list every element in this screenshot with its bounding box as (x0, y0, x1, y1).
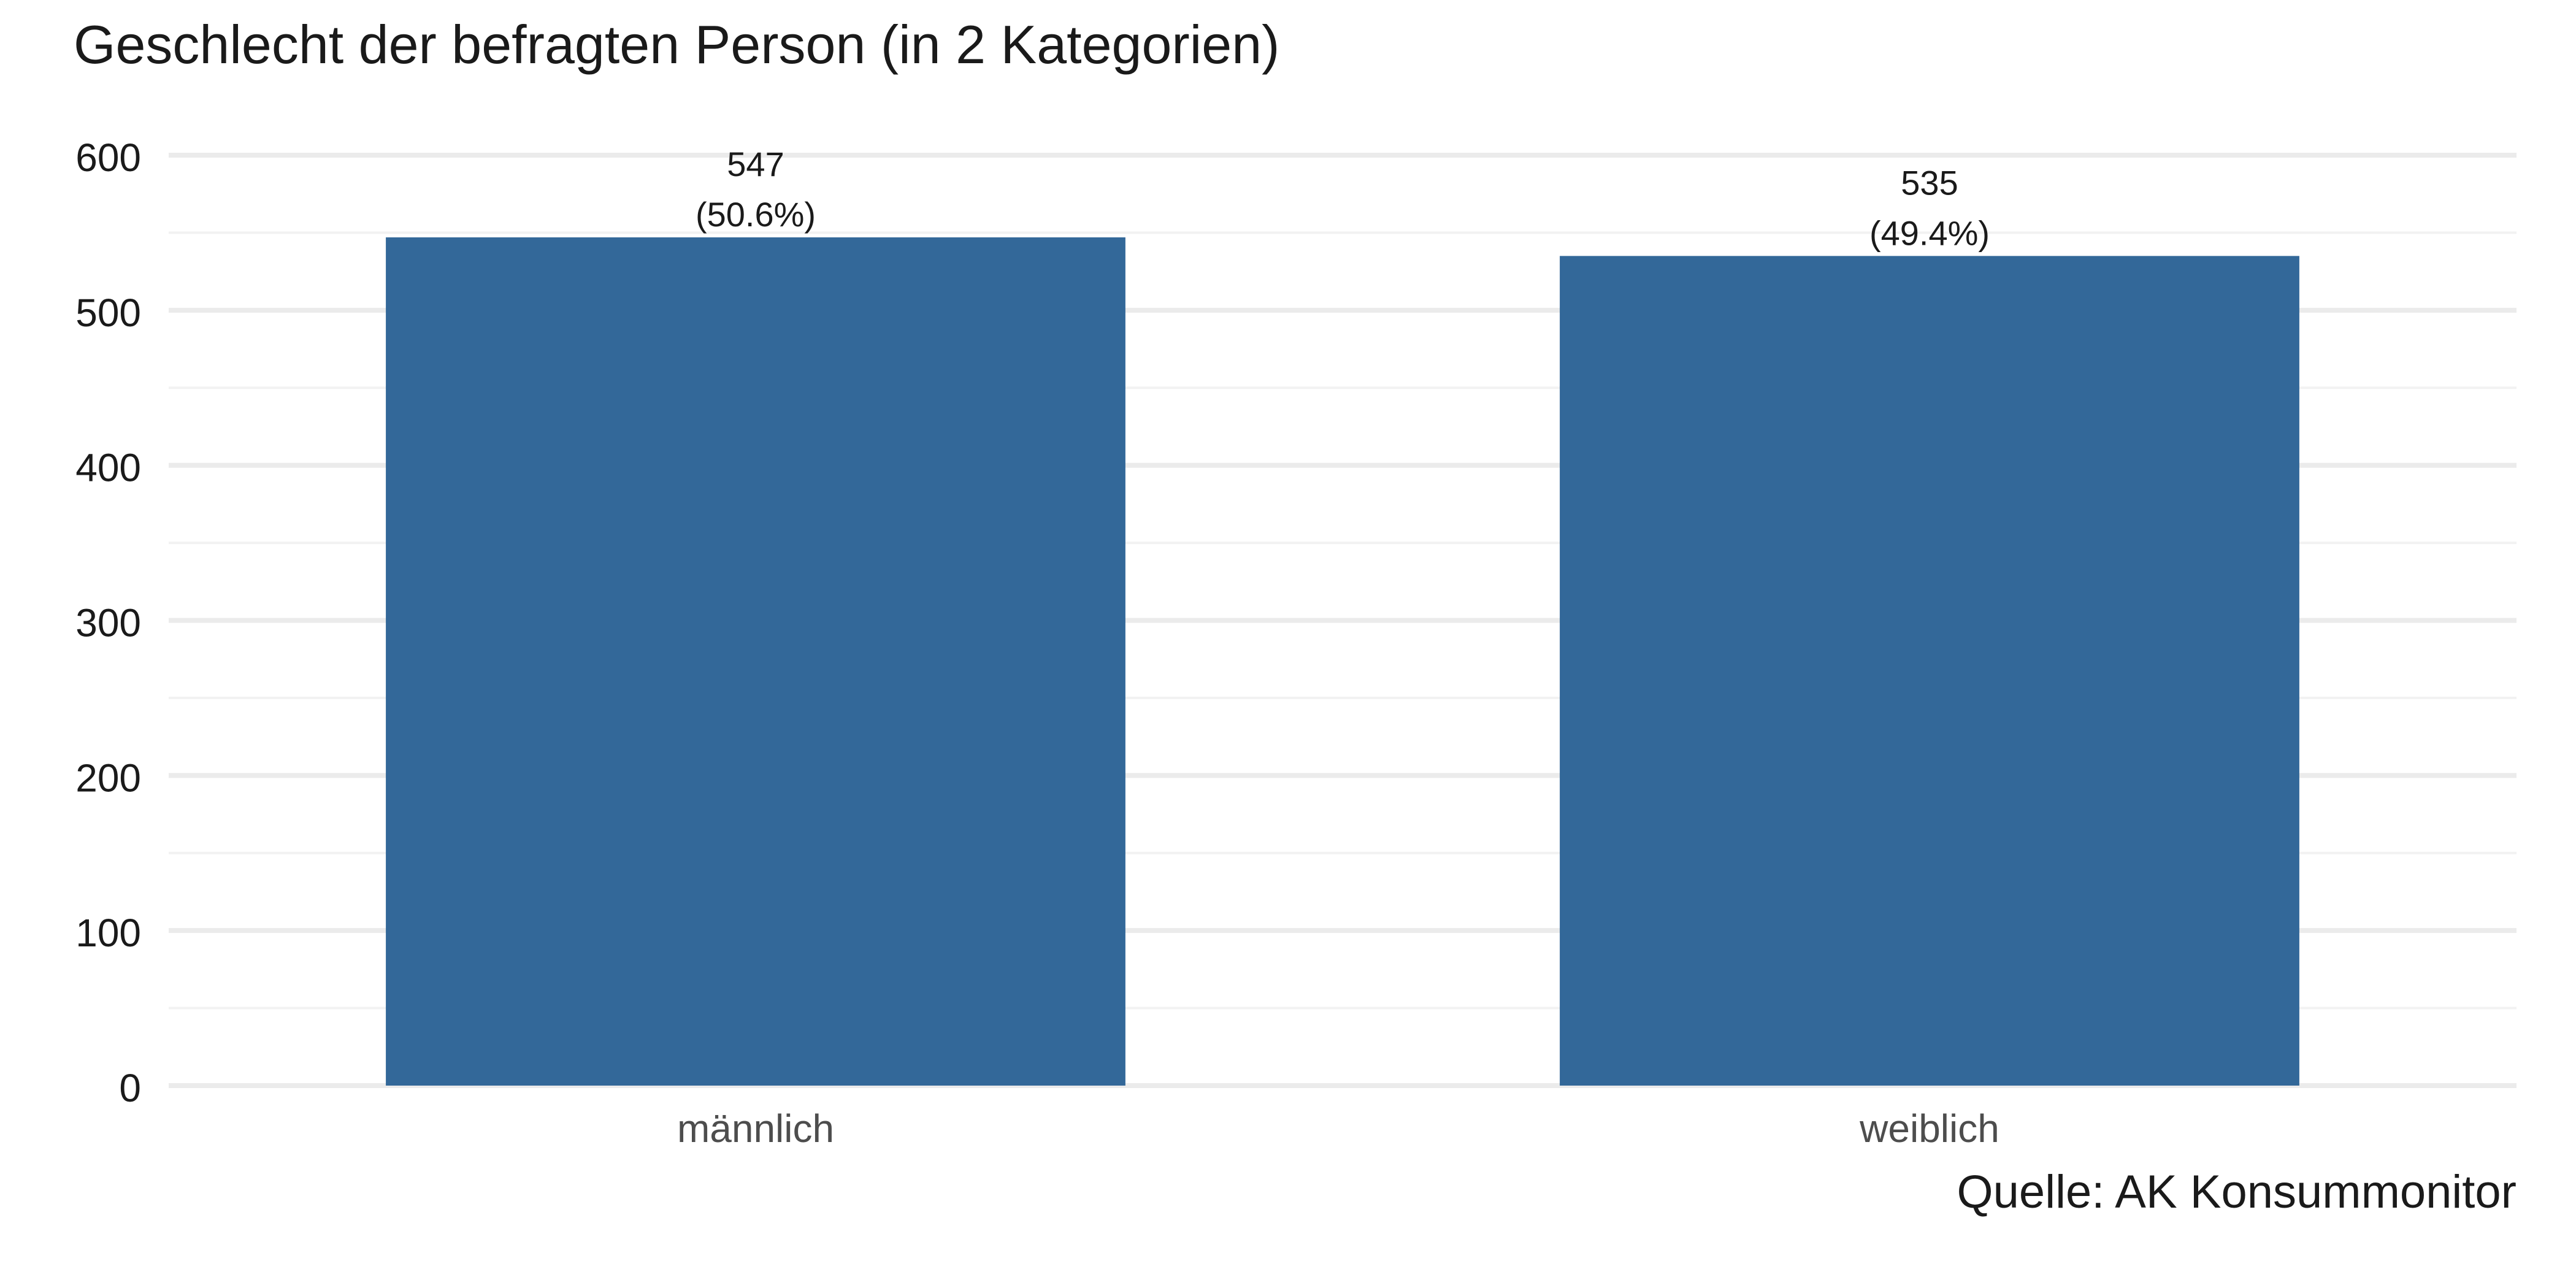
bar-value-label: 547 (727, 145, 784, 183)
y-tick-label: 400 (75, 446, 141, 490)
y-tick-label: 0 (119, 1066, 141, 1110)
y-axis: 0 100 200 300 400 500 600 (75, 136, 141, 1110)
bar-value-label: 535 (1901, 163, 1958, 202)
bar-1 (386, 237, 1125, 1086)
data-labels: 547 (50.6%) 535 (49.4%) (696, 145, 1990, 252)
x-tick-label: männlich (677, 1106, 834, 1151)
y-tick-label: 600 (75, 136, 141, 180)
y-tick-label: 300 (75, 601, 141, 645)
chart-caption: Quelle: AK Konsummonitor (1957, 1166, 2517, 1218)
chart-title: Geschlecht der befragten Person (in 2 Ka… (74, 14, 1280, 75)
x-axis: männlich weiblich (677, 1106, 1999, 1151)
bar-2 (1560, 256, 2299, 1086)
bar-percent-label: (49.4%) (1869, 213, 1990, 252)
bars (386, 237, 2299, 1086)
bar-percent-label: (50.6%) (696, 195, 816, 234)
y-tick-label: 100 (75, 911, 141, 955)
x-tick-label: weiblich (1859, 1106, 1999, 1151)
y-tick-label: 200 (75, 756, 141, 800)
y-tick-label: 500 (75, 291, 141, 335)
